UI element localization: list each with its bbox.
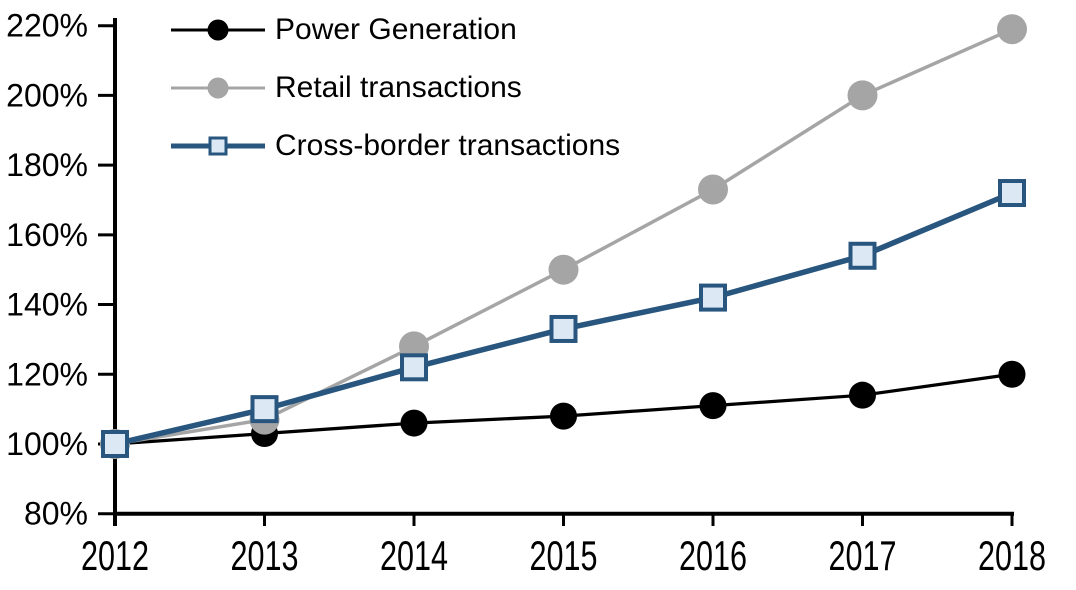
legend-item-retail-transactions: Retail transactions: [171, 71, 620, 105]
y-tick-label: 180%: [6, 147, 88, 183]
legend-item-power-generation: Power Generation: [171, 13, 620, 47]
data-point-retail-transactions: [548, 254, 579, 285]
data-point-power-generation: [550, 402, 577, 430]
y-tick-label: 120%: [6, 356, 88, 392]
x-tick-label: 2016: [679, 532, 747, 579]
series-power-generation: [101, 360, 1026, 458]
y-tick-label: 140%: [6, 287, 88, 323]
circle-marker-icon: [207, 77, 229, 99]
data-point-cross-border-transactions: [998, 179, 1026, 208]
data-point-retail-transactions: [847, 80, 878, 111]
circle-marker-icon: [207, 19, 229, 41]
legend-label: Power Generation: [275, 13, 517, 46]
chart-legend: Power Generation Retail transactions Cro…: [171, 13, 620, 163]
data-point-cross-border-transactions: [699, 283, 727, 312]
data-point-cross-border-transactions: [549, 314, 578, 343]
x-tick-label: 2015: [530, 532, 598, 579]
legend-marker-retail-transactions: [171, 75, 265, 101]
x-tick-label: 2013: [231, 532, 299, 579]
y-tick-label: 100%: [6, 426, 88, 462]
x-tick-label: 2014: [380, 532, 448, 579]
data-point-retail-transactions: [698, 174, 728, 205]
data-point-power-generation: [400, 409, 428, 437]
x-tick-label: 2018: [978, 532, 1046, 579]
legend-label: Retail transactions: [275, 71, 522, 104]
legend-marker-cross-border-transactions: [171, 133, 265, 159]
y-tick-label: 200%: [6, 77, 88, 113]
x-tick-label: 2017: [829, 532, 897, 579]
legend-marker-power-generation: [171, 17, 265, 43]
y-tick-label: 80%: [24, 496, 88, 532]
data-point-retail-transactions: [997, 14, 1027, 45]
y-tick-label: 160%: [6, 217, 88, 253]
data-point-power-generation: [699, 392, 727, 420]
series-cross-border-transactions: [101, 179, 1026, 458]
y-tick-label: 220%: [6, 8, 88, 44]
square-marker-icon: [208, 136, 228, 156]
x-tick-label: 2012: [81, 532, 149, 579]
data-point-cross-border-transactions: [250, 395, 279, 424]
data-point-power-generation: [849, 381, 876, 409]
data-point-cross-border-transactions: [101, 429, 129, 458]
data-point-cross-border-transactions: [848, 241, 877, 270]
data-point-cross-border-transactions: [400, 353, 428, 382]
legend-item-cross-border-transactions: Cross-border transactions: [171, 129, 620, 163]
legend-label: Cross-border transactions: [275, 129, 621, 162]
axes: 80% 100% 120% 140% 160% 180% 200% 220% 2012 2013 2…: [6, 8, 1046, 579]
data-point-power-generation: [998, 360, 1026, 388]
